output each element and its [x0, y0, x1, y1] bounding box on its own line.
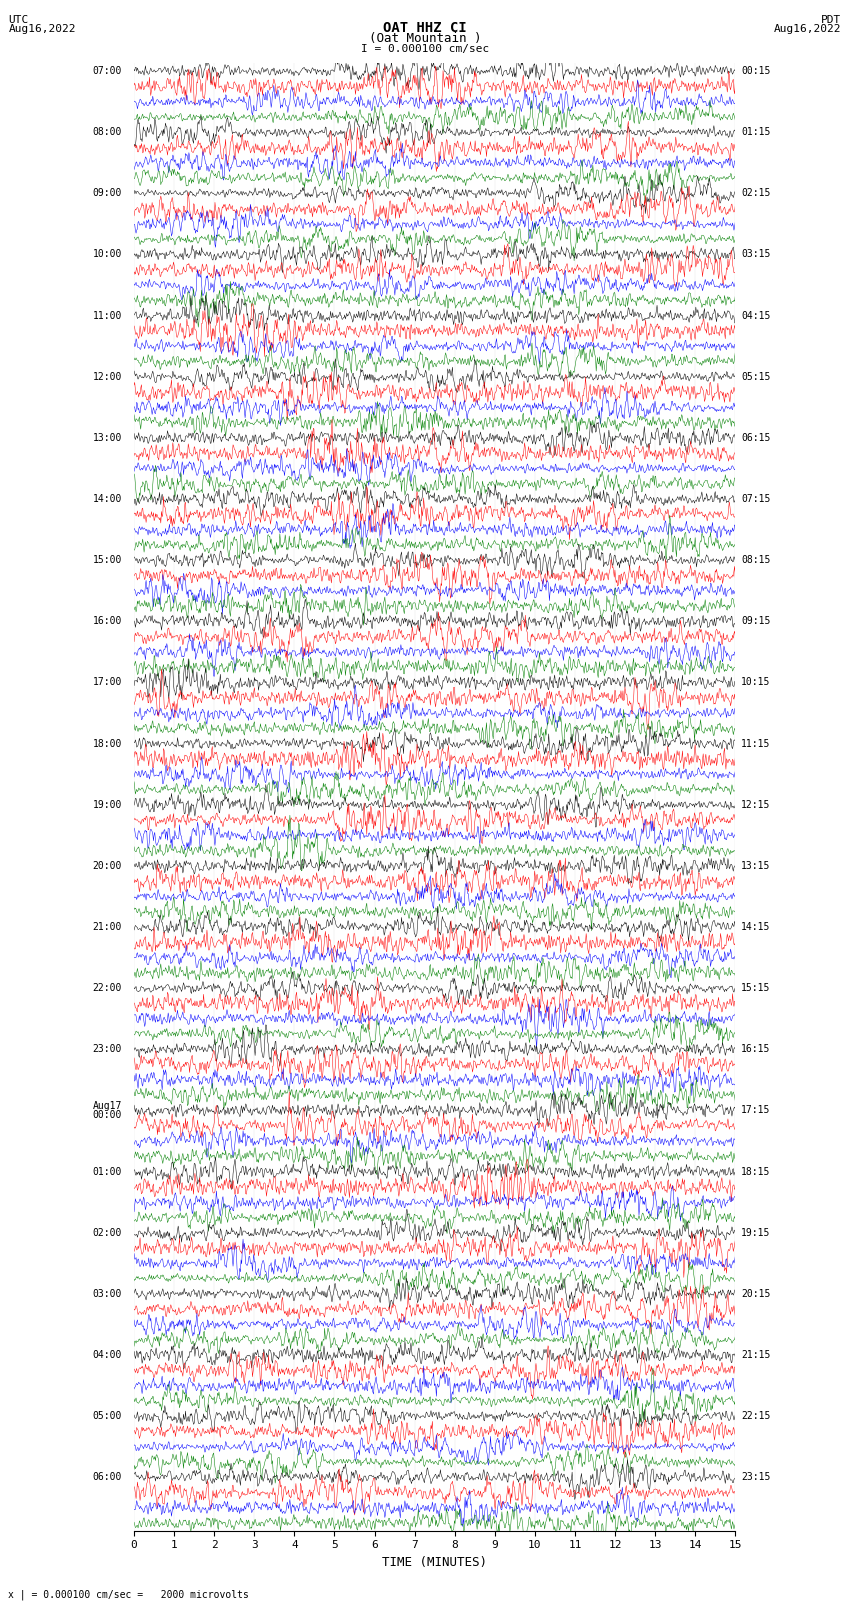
Text: 10:15: 10:15: [741, 677, 771, 687]
Text: 22:15: 22:15: [741, 1411, 771, 1421]
Text: 20:15: 20:15: [741, 1289, 771, 1298]
Text: 10:00: 10:00: [93, 250, 122, 260]
Text: 14:00: 14:00: [93, 494, 122, 503]
Text: 04:00: 04:00: [93, 1350, 122, 1360]
Text: 01:15: 01:15: [741, 127, 771, 137]
Text: 22:00: 22:00: [93, 982, 122, 994]
Text: UTC: UTC: [8, 15, 29, 24]
Text: 12:00: 12:00: [93, 371, 122, 382]
Text: 16:00: 16:00: [93, 616, 122, 626]
Text: 00:15: 00:15: [741, 66, 771, 76]
Text: 00:00: 00:00: [93, 1110, 122, 1119]
Text: Aug17: Aug17: [93, 1100, 122, 1111]
Text: 08:15: 08:15: [741, 555, 771, 565]
Text: 03:15: 03:15: [741, 250, 771, 260]
Text: 07:00: 07:00: [93, 66, 122, 76]
Text: 18:15: 18:15: [741, 1166, 771, 1176]
Text: 13:15: 13:15: [741, 861, 771, 871]
Text: 06:00: 06:00: [93, 1473, 122, 1482]
Text: 14:15: 14:15: [741, 923, 771, 932]
Text: 20:00: 20:00: [93, 861, 122, 871]
Text: 17:15: 17:15: [741, 1105, 771, 1115]
Text: 21:15: 21:15: [741, 1350, 771, 1360]
Text: PDT: PDT: [821, 15, 842, 24]
Text: 18:00: 18:00: [93, 739, 122, 748]
Text: 02:00: 02:00: [93, 1227, 122, 1237]
Text: 23:15: 23:15: [741, 1473, 771, 1482]
Text: 08:00: 08:00: [93, 127, 122, 137]
Text: 02:15: 02:15: [741, 189, 771, 198]
Text: Aug16,2022: Aug16,2022: [774, 24, 842, 34]
Text: 21:00: 21:00: [93, 923, 122, 932]
Text: 01:00: 01:00: [93, 1166, 122, 1176]
Text: 11:00: 11:00: [93, 311, 122, 321]
Text: 13:00: 13:00: [93, 432, 122, 444]
Text: OAT HHZ CI: OAT HHZ CI: [383, 21, 467, 35]
Text: 09:00: 09:00: [93, 189, 122, 198]
Text: 15:00: 15:00: [93, 555, 122, 565]
Text: I = 0.000100 cm/sec: I = 0.000100 cm/sec: [361, 44, 489, 53]
Text: 05:15: 05:15: [741, 371, 771, 382]
Text: 17:00: 17:00: [93, 677, 122, 687]
Text: 09:15: 09:15: [741, 616, 771, 626]
Text: 05:00: 05:00: [93, 1411, 122, 1421]
Text: 19:00: 19:00: [93, 800, 122, 810]
Text: 19:15: 19:15: [741, 1227, 771, 1237]
Text: 03:00: 03:00: [93, 1289, 122, 1298]
X-axis label: TIME (MINUTES): TIME (MINUTES): [382, 1557, 487, 1569]
Text: 11:15: 11:15: [741, 739, 771, 748]
Text: Aug16,2022: Aug16,2022: [8, 24, 76, 34]
Text: (Oat Mountain ): (Oat Mountain ): [369, 32, 481, 45]
Text: 07:15: 07:15: [741, 494, 771, 503]
Text: 23:00: 23:00: [93, 1044, 122, 1055]
Text: 12:15: 12:15: [741, 800, 771, 810]
Text: x | = 0.000100 cm/sec =   2000 microvolts: x | = 0.000100 cm/sec = 2000 microvolts: [8, 1589, 249, 1600]
Text: 06:15: 06:15: [741, 432, 771, 444]
Text: 15:15: 15:15: [741, 982, 771, 994]
Text: 04:15: 04:15: [741, 311, 771, 321]
Text: 16:15: 16:15: [741, 1044, 771, 1055]
